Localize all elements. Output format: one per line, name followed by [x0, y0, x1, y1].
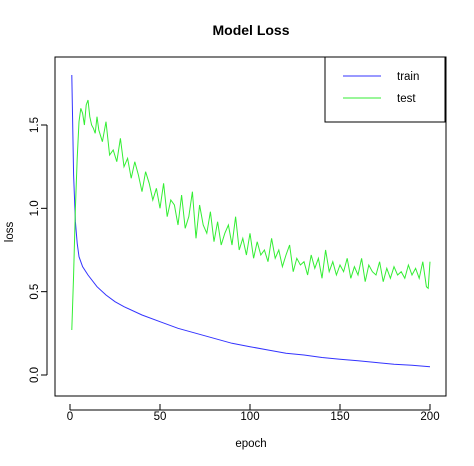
x-tick-label: 150 [330, 411, 349, 423]
series-line-test [71, 99, 431, 331]
y-tick-label: 1.5 [29, 117, 41, 133]
y-axis-label: loss [4, 222, 16, 243]
y-tick-label: 1.0 [29, 200, 41, 216]
y-tick-label: 0.0 [29, 367, 41, 383]
legend-label-train: train [397, 71, 419, 83]
plot-frame [54, 56, 447, 397]
legend-box [324, 56, 446, 123]
plot-area: 0 50 100 150 200 0.0 0.5 1.0 1.5 train test [29, 56, 447, 423]
y-tick-label: 0.5 [29, 284, 41, 300]
chart-title: Model Loss [212, 22, 289, 38]
x-tick-label: 200 [420, 411, 439, 423]
legend-label-test: test [397, 93, 416, 105]
x-tick-label: 50 [154, 411, 167, 423]
x-axis-label: epoch [235, 438, 266, 450]
x-tick-label: 100 [240, 411, 259, 423]
x-tick-label: 0 [67, 411, 73, 423]
series-line-train [71, 74, 431, 368]
